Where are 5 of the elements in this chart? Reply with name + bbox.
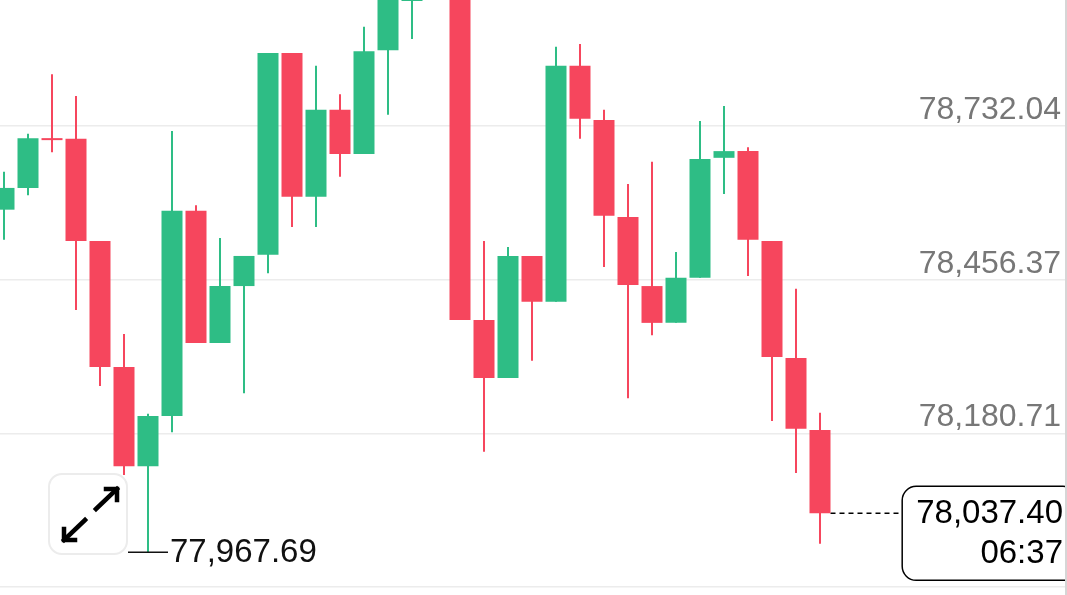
y-tick-label: 78,456.37 [918, 243, 1061, 280]
y-tick-label: 78,732.04 [918, 89, 1061, 126]
annotation: 77,967.69 [170, 532, 317, 570]
ref-line-label: 78,037.40 06:37 [916, 493, 1063, 571]
y-tick-label: 78,180.71 [918, 397, 1061, 434]
